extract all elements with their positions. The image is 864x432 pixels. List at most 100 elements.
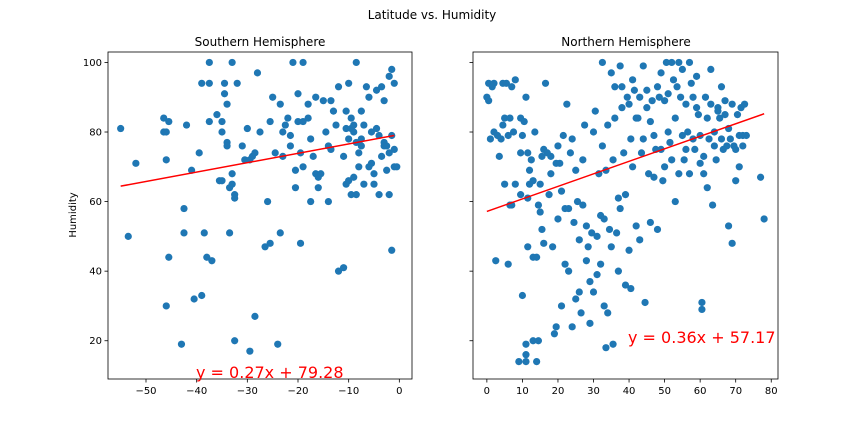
northern-data-point (504, 260, 512, 268)
southern-data-point (347, 114, 355, 122)
southern-data-point (294, 90, 302, 98)
northern-data-point (556, 159, 564, 167)
northern-data-point (568, 323, 576, 331)
northern-data-point (557, 302, 566, 310)
northern-data-point (669, 76, 678, 84)
northern-data-point (607, 243, 615, 251)
southern-data-point (284, 114, 292, 122)
northern-data-point (508, 83, 516, 91)
northern-data-point (653, 225, 662, 234)
southern-data-point (160, 114, 168, 122)
southern-data-point (299, 163, 307, 171)
southern-data-point (317, 170, 325, 178)
northern-data-point (547, 152, 555, 160)
northern-data-point (650, 173, 658, 181)
northern-data-point (486, 135, 495, 143)
northern-data-point (522, 93, 530, 101)
northern-data-point (502, 79, 511, 87)
northern-data-point (577, 309, 585, 317)
northern-data-point (629, 163, 637, 171)
southern-data-point (307, 197, 315, 206)
northern-hemisphere-axes: Northern Hemisphere 0 10 20 30 40 50 60 70 80 y … (469, 35, 779, 397)
northern-data-point (682, 100, 690, 108)
northern-data-point (678, 65, 686, 73)
southern-data-point (274, 340, 282, 348)
southern-hemisphere-axes: Southern Hemisphere Humidity −50 −40 −30 −2… (68, 35, 413, 397)
northern-data-point (721, 111, 729, 119)
northern-xtick-label: 60 (694, 386, 707, 397)
northern-data-point (742, 131, 750, 140)
northern-hemisphere-title: Northern Hemisphere (561, 35, 690, 49)
northern-data-point (517, 149, 525, 157)
southern-data-point (231, 194, 239, 202)
southern-data-point (190, 295, 198, 303)
northern-data-point (643, 86, 651, 94)
northern-data-point (676, 93, 685, 101)
northern-data-point (636, 93, 644, 101)
northern-data-point (623, 93, 631, 101)
northern-data-point (497, 135, 505, 143)
northern-data-point (549, 243, 557, 251)
northern-data-point (517, 191, 525, 199)
northern-data-point (561, 260, 569, 268)
northern-data-point (661, 163, 669, 171)
northern-data-point (589, 128, 598, 136)
northern-data-point (687, 79, 695, 87)
southern-data-point (238, 142, 246, 150)
northern-data-point (582, 257, 590, 265)
southern-data-point (180, 204, 188, 213)
southern-data-point (177, 340, 186, 348)
southern-data-point (132, 159, 140, 167)
southern-data-point (362, 83, 370, 91)
southern-ytick-label: 40 (89, 267, 102, 278)
northern-data-point (620, 149, 628, 157)
southern-data-point (345, 79, 353, 87)
southern-data-point (165, 253, 173, 261)
northern-data-point (591, 107, 599, 115)
northern-data-point (501, 180, 509, 188)
northern-data-point (529, 177, 537, 185)
southern-data-point (352, 58, 360, 67)
northern-data-point (691, 145, 699, 154)
northern-regression-line (486, 113, 765, 213)
northern-data-point (538, 225, 546, 234)
northern-data-point (607, 69, 615, 77)
southern-data-point (324, 197, 332, 206)
southern-data-point (294, 117, 302, 126)
northern-data-point (724, 222, 733, 230)
southern-data-point (385, 149, 393, 157)
southern-data-point (304, 100, 312, 108)
northern-ticks: 0 10 20 30 40 50 60 70 80 (469, 62, 778, 397)
northern-data-point (716, 114, 724, 122)
northern-data-point (584, 243, 592, 251)
northern-data-point (563, 100, 571, 108)
southern-data-point (360, 180, 368, 188)
northern-data-point (554, 142, 562, 150)
southern-data-point (345, 177, 353, 185)
southern-data-point (279, 128, 287, 136)
northern-data-point (495, 152, 503, 160)
southern-data-point (350, 128, 358, 136)
northern-data-point (678, 131, 686, 140)
northern-data-point (529, 337, 537, 345)
southern-data-point (223, 100, 231, 108)
northern-data-point (675, 170, 683, 178)
northern-xtick-label: 30 (587, 386, 600, 397)
southern-data-point (269, 93, 277, 101)
southern-data-point (203, 253, 211, 261)
southern-data-point (195, 149, 203, 157)
northern-data-point (520, 117, 528, 126)
northern-data-point (565, 204, 573, 213)
northern-xtick-label: 10 (516, 386, 529, 397)
southern-data-point (327, 97, 335, 105)
southern-data-point (165, 117, 173, 126)
northern-data-point (629, 76, 637, 84)
southern-data-point (367, 128, 376, 136)
southern-data-point (251, 149, 259, 157)
northern-data-point (573, 197, 582, 206)
southern-data-point (200, 229, 208, 237)
northern-data-point (492, 257, 500, 265)
northern-data-point (501, 114, 509, 122)
northern-data-point (618, 83, 626, 91)
northern-data-point (600, 215, 608, 223)
